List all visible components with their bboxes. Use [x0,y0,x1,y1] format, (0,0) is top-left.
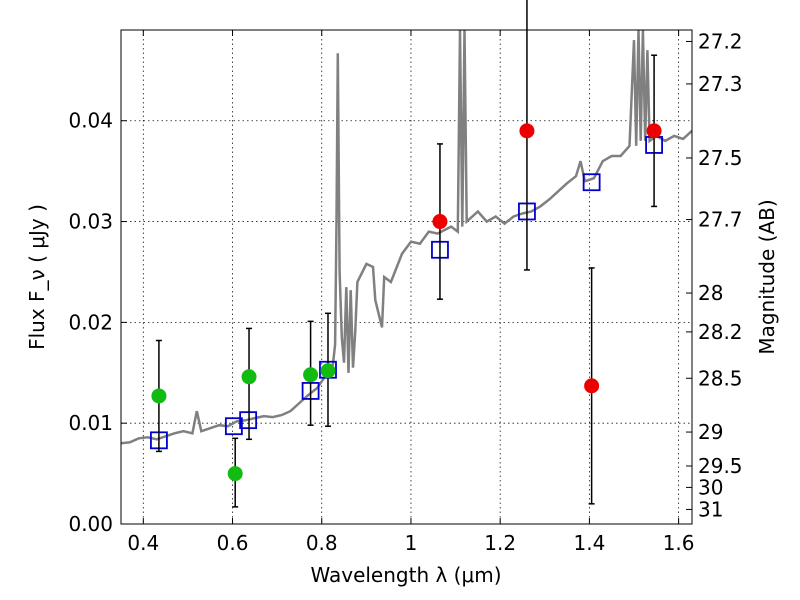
x-tick-label: 0.4 [127,531,159,555]
mag-tick-label: 28.2 [698,320,743,344]
observed-green-point [227,466,243,482]
y-tick-label: 0.00 [68,512,113,536]
y-tick-label: 0.04 [68,109,113,133]
observed-red-point [432,214,448,230]
axis-layer: 0.4 0.6 0.8 1 1.2 1.4 1.6 0.00 0.01 0.02 0.03 0.04 2… [68,29,742,555]
observed-red-point [646,123,662,139]
spectrum-line [121,30,692,445]
model-square [582,173,601,192]
x-tick-label: 1.4 [573,531,605,555]
model-square [224,417,243,436]
observed-red-point [519,123,535,139]
y-axis-label: Flux F_ν ( μJy ) [25,204,49,350]
mag-tick-label: 30 [698,475,723,499]
grid-layer [121,30,692,525]
x-axis-label: Wavelength λ (μm) [310,563,501,587]
x-tick-label: 0.8 [306,531,338,555]
y-tick-label: 0.01 [68,411,113,435]
observed-red-point [584,378,600,394]
mag-tick-label: 27.5 [698,146,743,170]
model-square [239,411,258,430]
mag-tick-label: 29 [698,420,723,444]
mag-tick-label: 31 [698,497,723,521]
observed-green-point [151,388,167,404]
observed-green-point [241,369,257,385]
y2-axis-label: Magnitude (AB) [755,199,779,354]
mag-tick-label: 28.5 [698,366,743,390]
mag-tick-label: 29.5 [698,454,743,478]
y-tick-label: 0.03 [68,210,113,234]
observed-green-point [303,367,319,383]
y-tick-label: 0.02 [68,310,113,334]
observed-green-point [320,363,336,379]
plot-frame [120,29,693,525]
mag-tick-label: 27.3 [698,72,743,96]
x-tick-label: 1 [405,531,418,555]
x-tick-label: 1.6 [663,531,695,555]
mag-tick-label: 27.7 [698,208,743,232]
x-tick-label: 0.6 [217,531,249,555]
x-tick-label: 1.2 [484,531,516,555]
mag-tick-label: 28 [698,281,723,305]
mag-tick-label: 27.2 [698,29,743,53]
series-layer [121,0,692,508]
